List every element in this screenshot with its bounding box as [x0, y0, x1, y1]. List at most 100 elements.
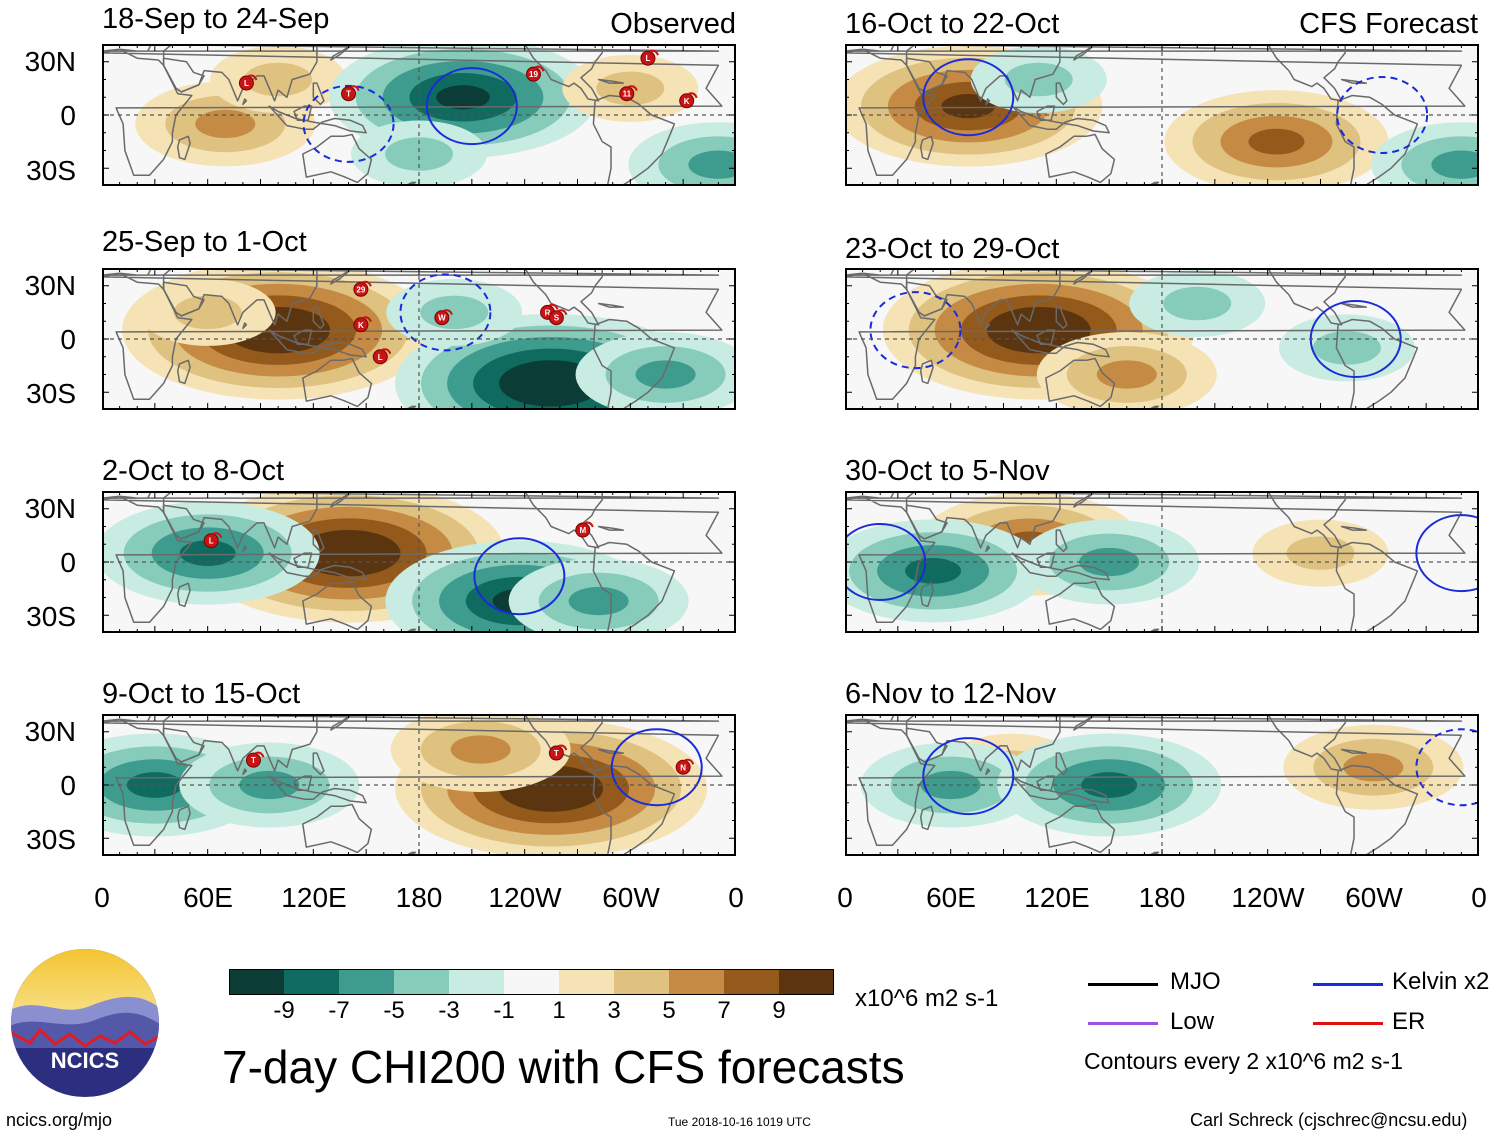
anomaly-contour-2-4 — [1248, 128, 1305, 155]
map-panel-3: LM — [102, 491, 736, 633]
storm-marker-3: 19 — [525, 65, 545, 82]
coastline-india_lanka — [242, 322, 248, 330]
lat-label-30s: 30S — [26, 155, 76, 186]
anomaly-contour-4-3 — [1431, 150, 1479, 179]
kelvin-contour-1 — [473, 537, 566, 616]
coastline-borneo — [293, 552, 313, 569]
coastline-india_lanka — [242, 545, 248, 553]
coastline-samerica — [1335, 764, 1419, 856]
lon-label-120e: 120E — [281, 882, 347, 913]
colorbar-units: x10^6 m2 s-1 — [855, 985, 999, 1012]
storm-marker-6: K — [679, 92, 698, 109]
lon-label-180: 180 — [1138, 882, 1186, 913]
coastline-australia — [302, 133, 373, 184]
colorbar — [229, 969, 834, 995]
storm-label-5: 11 — [623, 90, 632, 99]
panel-title-2: 25-Sep to 1-Oct — [102, 226, 307, 258]
coastline-india_lanka — [985, 545, 991, 553]
coastline-philippines — [312, 752, 325, 776]
timestamp: Tue 2018-10-16 1019 UTC — [668, 1115, 811, 1129]
coastline-arabia — [162, 57, 205, 93]
coastline-borneo — [293, 775, 313, 792]
coastline-europe — [102, 268, 720, 276]
colorbar-tick-label: 1 — [552, 997, 566, 1024]
coastline-borneo — [1036, 552, 1056, 569]
coastline-caribbean — [597, 525, 625, 531]
coastline-madagascar — [176, 805, 191, 831]
coastline-australia — [302, 357, 373, 408]
lon-label-0: 0 — [94, 882, 110, 913]
colorbar-swatch-10 — [779, 969, 834, 995]
panel-title-5: 16-Oct to 22-Oct — [845, 8, 1060, 40]
storm-marker-3: L — [372, 348, 392, 365]
storm-label-3: L — [378, 353, 383, 362]
storm-marker-1: L — [203, 532, 223, 549]
anomaly-contour-5-3 — [635, 360, 696, 389]
legend-label-low: Low — [1170, 1008, 1215, 1035]
anomaly-contour-2-2 — [173, 295, 242, 330]
panel-title-3: 2-Oct to 8-Oct — [102, 455, 285, 487]
coastline-caribbean — [1340, 78, 1368, 84]
coastline-borneo — [293, 329, 313, 346]
coastline-japan — [330, 714, 352, 731]
coastline-borneo — [1036, 105, 1056, 122]
storm-label-2: T — [554, 749, 559, 758]
coastline-madagascar — [919, 805, 934, 831]
legend-line-er — [1313, 1022, 1383, 1025]
anomaly-contour-2-3 — [1096, 360, 1157, 389]
coastline-madagascar — [176, 582, 191, 608]
lon-label-0: 0 — [837, 882, 853, 913]
coastline-arabia — [905, 504, 948, 540]
coastline-japan — [1073, 268, 1095, 285]
main-title: 7-day CHI200 with CFS forecasts — [222, 1041, 905, 1093]
anomaly-contour-1-6 — [322, 541, 375, 565]
coastline-namerica — [1266, 44, 1346, 102]
legend-label-er: ER — [1392, 1008, 1426, 1035]
coastline-india_lanka — [242, 768, 248, 776]
lon-label-180: 180 — [395, 882, 443, 913]
lon-label-60e: 60E — [183, 882, 233, 913]
coastline-europe — [845, 44, 1463, 52]
coastline-caribbean — [597, 78, 625, 84]
coastline-namerica — [1266, 268, 1346, 326]
coastline-arabia — [162, 281, 205, 317]
coastlines — [102, 714, 723, 856]
colorbar-swatch-3 — [394, 969, 449, 995]
lat-label-30n: 30N — [24, 46, 76, 77]
coastline-philippines — [1055, 306, 1068, 330]
coastline-japan — [1073, 491, 1095, 508]
source-link[interactable]: ncics.org/mjo — [6, 1110, 113, 1130]
lat-label-0: 0 — [60, 324, 76, 355]
coastline-namerica — [523, 491, 603, 549]
author-credit: Carl Schreck (cjschrec@ncsu.edu) — [1190, 1110, 1468, 1130]
anomaly-contour-4-2 — [1312, 331, 1381, 365]
coastline-nz — [404, 405, 417, 410]
lon-label-60w: 60W — [1345, 882, 1403, 913]
storm-label-2: T — [346, 90, 351, 99]
anomaly-contour-2-2 — [244, 62, 313, 97]
storm-marker-1: T — [245, 751, 265, 768]
map-panel-6 — [845, 268, 1479, 410]
lat-label-30n: 30N — [24, 716, 76, 747]
coastline-nz — [1147, 628, 1160, 633]
storm-label-1: L — [209, 537, 214, 546]
legend-line-low — [1088, 1022, 1158, 1025]
colorbar-swatch-5 — [504, 969, 559, 995]
kelvin-contour-1 — [922, 737, 1015, 816]
coastline-australia — [1045, 357, 1116, 408]
anomaly-contour-6-3 — [688, 150, 736, 179]
anomaly-contour-1-6 — [1012, 318, 1065, 342]
storm-marker-2: M — [575, 521, 594, 538]
lon-label-120w: 120W — [488, 882, 562, 913]
coastline-arabia — [162, 504, 205, 540]
lat-label-0: 0 — [60, 100, 76, 131]
panel-title-8: 6-Nov to 12-Nov — [845, 678, 1057, 710]
colorbar-tick-label: -5 — [383, 997, 405, 1024]
colorbar-swatch-6 — [559, 969, 614, 995]
lon-label-360: 0 — [728, 882, 744, 913]
coastline-nz — [1147, 181, 1160, 186]
coastline-philippines — [312, 529, 325, 553]
anomaly-contour-3-2 — [1163, 286, 1232, 321]
lon-label-60w: 60W — [602, 882, 660, 913]
coastline-madagascar — [919, 359, 934, 385]
